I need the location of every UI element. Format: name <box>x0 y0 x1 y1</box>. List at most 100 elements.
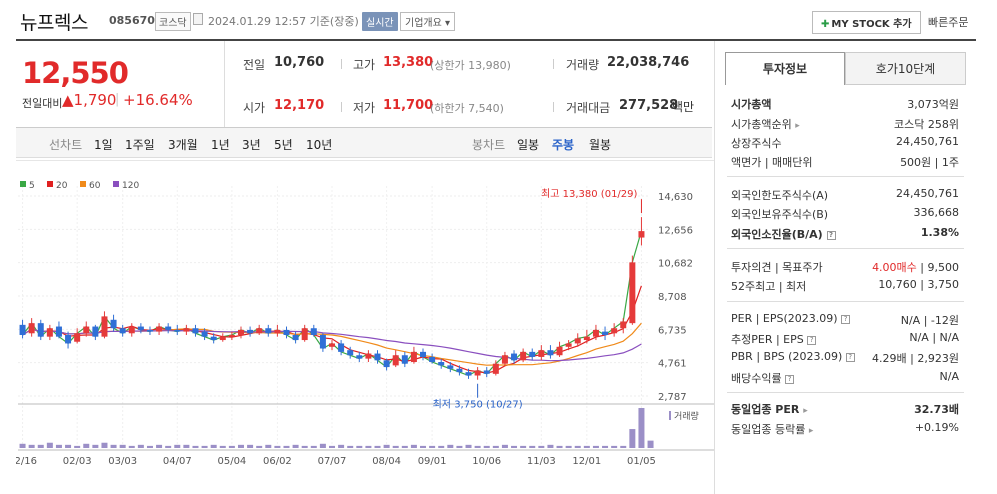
candle-daily[interactable]: 일봉 <box>517 138 540 152</box>
x-tick-label: 02/03 <box>63 456 92 467</box>
pbr-value: 4.29배 | 2,923원 <box>872 352 959 365</box>
candle-body <box>65 334 72 344</box>
divider <box>553 102 554 112</box>
candle-body <box>83 326 90 334</box>
legend-swatch <box>113 181 119 187</box>
divider <box>727 392 964 393</box>
legend-swatch <box>47 181 53 187</box>
volume-bar <box>28 444 35 448</box>
volume-bar <box>592 445 599 448</box>
period-5y[interactable]: 5년 <box>274 138 293 152</box>
candle-body <box>192 328 199 334</box>
volume-bar <box>456 445 463 448</box>
current-price: 12,550 <box>22 56 129 90</box>
line-chart-label: 선차트 <box>49 138 83 152</box>
x-tick-label: 03/03 <box>108 456 137 467</box>
help-icon[interactable]: ? <box>845 352 855 362</box>
volume-bar <box>474 445 481 448</box>
change-value: ▲1,790 <box>62 91 117 109</box>
candle-body <box>201 331 208 337</box>
x-tick-label: 12/01 <box>572 456 601 467</box>
foreign-rate-label: 외국인소진율(B/A) ? <box>731 226 836 242</box>
volume-bar <box>65 444 72 448</box>
candle-body <box>128 326 135 334</box>
stock-chart[interactable]: 14,630 12,656 10,682 8,708 6,735 4,761 2,787 12… <box>16 160 714 494</box>
candle-weekly[interactable]: 주봉 <box>552 138 575 152</box>
eper-label: 추정PER | EPS ? <box>731 331 817 347</box>
volume-legend-swatch <box>669 411 671 420</box>
period-1d[interactable]: 1일 <box>94 138 113 152</box>
candle-body <box>301 328 308 341</box>
period-1y[interactable]: 1년 <box>211 138 230 152</box>
eper-row: 추정PER | EPS ? N/A | N/A <box>731 331 959 349</box>
x-tick-label: 05/04 <box>217 456 246 467</box>
candle-body <box>565 343 572 347</box>
my-stock-label: MY STOCK 추가 <box>831 19 912 30</box>
candle-body <box>511 353 518 361</box>
tab-order-book[interactable]: 호가10단계 <box>845 52 966 85</box>
opinion-value: 4.00매수 | 9,500 <box>872 261 959 274</box>
help-icon[interactable]: ? <box>807 335 817 345</box>
candle-body <box>19 324 26 335</box>
candle-body <box>356 355 363 359</box>
volume-value: 22,038,746 <box>607 55 690 70</box>
volume-bar <box>447 444 454 448</box>
volume-bar <box>538 445 545 448</box>
foreign-limit-label: 외국인한도주식수(A) <box>731 189 829 202</box>
period-3y[interactable]: 3년 <box>242 138 261 152</box>
volume-bar <box>501 444 508 448</box>
candle-body <box>492 363 499 374</box>
candle-body <box>37 323 44 337</box>
realtime-button[interactable]: 실시간 <box>362 12 398 31</box>
legend-swatch <box>20 181 26 187</box>
candle-body <box>420 351 427 357</box>
period-3m[interactable]: 3개월 <box>168 138 198 152</box>
period-1w[interactable]: 1주일 <box>125 138 155 152</box>
par-label: 액면가 | 매매단위 <box>731 156 813 169</box>
min-annotation: 최저 3,750 (10/27) <box>433 399 523 411</box>
legend-label: 120 <box>122 181 139 191</box>
candle-body <box>174 329 181 332</box>
period-10y[interactable]: 10년 <box>306 138 333 152</box>
volume-bar <box>101 442 108 448</box>
volume-bar <box>511 445 518 448</box>
volume-bar <box>392 445 399 448</box>
sector-per-label[interactable]: 동일업종 PER ▸ <box>731 403 808 416</box>
my-stock-add-button[interactable]: ✚ MY STOCK 추가 <box>812 11 921 34</box>
volume-bar <box>602 445 609 448</box>
help-icon[interactable]: ? <box>841 314 851 324</box>
div-value: N/A <box>939 370 959 383</box>
foreign-rate-value: 1.38% <box>920 226 959 239</box>
volume-bar <box>110 444 117 448</box>
separator: | <box>115 92 120 107</box>
company-overview-dropdown[interactable]: 기업개요 ▾ <box>400 12 455 31</box>
volume-bar <box>165 445 172 448</box>
volume-bar <box>174 444 181 448</box>
volume-bar <box>128 445 135 448</box>
candle-body <box>392 355 399 366</box>
volume-bar <box>74 445 81 448</box>
candle-body <box>237 329 244 335</box>
rank-label[interactable]: 시가총액순위 ▸ <box>731 118 800 131</box>
volume-bar <box>565 445 572 448</box>
help-icon[interactable]: ? <box>785 374 795 384</box>
sector-rate-label[interactable]: 동일업종 등락률 ▸ <box>731 423 814 436</box>
candle-body <box>74 333 81 342</box>
volume-bar <box>374 445 381 448</box>
volume-bar <box>638 408 645 448</box>
candle-monthly[interactable]: 월봉 <box>589 138 612 152</box>
marketcap-label: 시가총액 <box>731 98 772 111</box>
tab-invest-info[interactable]: 투자정보 <box>725 52 845 85</box>
candle-body <box>210 336 217 341</box>
candle-body <box>520 351 527 361</box>
quick-order-link[interactable]: 빠른주문 <box>928 16 969 29</box>
caret-icon: ▸ <box>808 426 814 436</box>
volume-bar <box>292 444 299 448</box>
volume-bar <box>338 444 345 448</box>
volume-bar <box>410 444 417 448</box>
foreign-hold-label: 외국인보유주식수(B) <box>731 208 829 221</box>
high-value: 13,380 <box>383 55 434 70</box>
volume-bar <box>383 444 390 448</box>
help-icon[interactable]: ? <box>826 230 836 240</box>
amount-value: 277,528 <box>619 98 679 113</box>
